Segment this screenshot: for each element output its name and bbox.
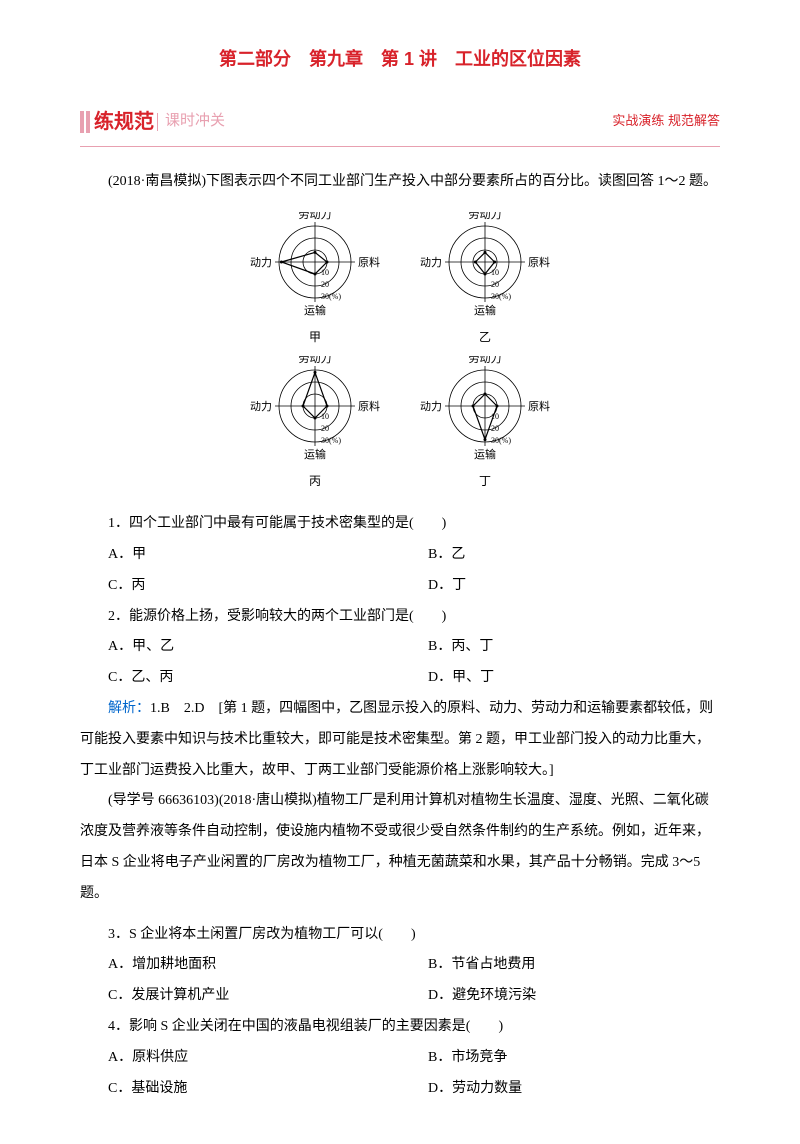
q2-option-b: B．丙、丁: [400, 632, 720, 663]
analysis-text: 1.B 2.D [第 1 题，四幅图中，乙图显示投入的原料、动力、劳动力和运输要…: [80, 701, 713, 778]
svg-text:劳动力: 劳动力: [469, 212, 502, 221]
chart-ding: 劳动力 原料 运输 动力 10 20 30(%) 丁: [420, 356, 550, 494]
q2-option-a: A．甲、乙: [80, 632, 400, 663]
question-4-options: A．原料供应 B．市场竞争 C．基础设施 D．劳动力数量: [80, 1043, 720, 1105]
chart-label-bing: 丙: [309, 468, 321, 494]
svg-text:30(%): 30(%): [491, 436, 511, 445]
svg-text:运输: 运输: [474, 447, 496, 461]
divider: [157, 113, 158, 131]
svg-text:20: 20: [491, 280, 499, 289]
q4-option-b: B．市场竞争: [400, 1043, 720, 1074]
chart-label-jia: 甲: [309, 324, 321, 350]
charts-row-2: 劳动力 原料 运输 动力 10 20 30(%) 丙: [80, 356, 720, 494]
radar-chart-jia: 劳动力 原料 运输 动力 10 20 30(%): [250, 212, 380, 322]
svg-text:30(%): 30(%): [491, 292, 511, 301]
intro-text-2: (导学号 66636103)(2018·唐山模拟)植物工厂是利用计算机对植物生长…: [80, 786, 720, 909]
chart-jia: 劳动力 原料 运输 动力 10 20 30(%) 甲: [250, 212, 380, 350]
q1-option-a: A．甲: [80, 540, 400, 571]
q4-option-a: A．原料供应: [80, 1043, 400, 1074]
question-3-options: A．增加耕地面积 B．节省占地费用 C．发展计算机产业 D．避免环境污染: [80, 950, 720, 1012]
q3-option-d: D．避免环境污染: [400, 981, 720, 1012]
q3-option-c: C．发展计算机产业: [80, 981, 400, 1012]
question-2-options: A．甲、乙 B．丙、丁 C．乙、丙 D．甲、丁: [80, 632, 720, 694]
svg-text:动力: 动力: [420, 400, 442, 413]
svg-text:原料: 原料: [358, 255, 380, 269]
radar-chart-ding: 劳动力 原料 运输 动力 10 20 30(%): [420, 356, 550, 466]
question-1-options: A．甲 B．乙 C．丙 D．丁: [80, 540, 720, 602]
section-right-text: 实战演练 规范解答: [612, 107, 720, 136]
svg-text:劳动力: 劳动力: [469, 356, 502, 365]
svg-text:运输: 运输: [474, 303, 496, 317]
question-2: 2．能源价格上扬，受影响较大的两个工业部门是( ): [80, 602, 720, 633]
question-4: 4．影响 S 企业关闭在中国的液晶电视组装厂的主要因素是( ): [80, 1012, 720, 1043]
svg-text:劳动力: 劳动力: [299, 212, 332, 221]
q1-option-c: C．丙: [80, 571, 400, 602]
svg-text:10: 10: [491, 268, 499, 277]
intro-text-1: (2018·南昌模拟)下图表示四个不同工业部门生产投入中部分要素所占的百分比。读…: [80, 167, 720, 198]
svg-text:20: 20: [321, 424, 329, 433]
section-header: 练规范 课时冲关 实战演练 规范解答: [80, 100, 720, 147]
q4-option-c: C．基础设施: [80, 1074, 400, 1105]
q3-option-b: B．节省占地费用: [400, 950, 720, 981]
analysis-1: 解析：1.B 2.D [第 1 题，四幅图中，乙图显示投入的原料、动力、劳动力和…: [80, 694, 720, 786]
section-title: 练规范: [94, 100, 154, 144]
radar-chart-bing: 劳动力 原料 运输 动力 10 20 30(%): [250, 356, 380, 466]
charts-row-1: 劳动力 原料 运输 动力 10 20 30(%) 甲: [80, 212, 720, 350]
radar-chart-yi: 劳动力 原料 运输 动力 10 20 30(%): [420, 212, 550, 322]
svg-text:30(%): 30(%): [321, 436, 341, 445]
q3-option-a: A．增加耕地面积: [80, 950, 400, 981]
section-subtitle: 课时冲关: [165, 105, 225, 138]
chart-yi: 劳动力 原料 运输 动力 10 20 30(%) 乙: [420, 212, 550, 350]
svg-text:运输: 运输: [304, 447, 326, 461]
svg-text:10: 10: [321, 268, 329, 277]
chart-bing: 劳动力 原料 运输 动力 10 20 30(%) 丙: [250, 356, 380, 494]
svg-text:原料: 原料: [358, 399, 380, 413]
svg-text:原料: 原料: [528, 255, 550, 269]
analysis-label: 解析：: [108, 701, 150, 716]
svg-text:原料: 原料: [528, 399, 550, 413]
svg-text:动力: 动力: [250, 400, 272, 413]
svg-text:20: 20: [491, 424, 499, 433]
chart-label-ding: 丁: [479, 468, 491, 494]
chart-label-yi: 乙: [479, 324, 491, 350]
svg-text:20: 20: [321, 280, 329, 289]
radar-charts-container: 劳动力 原料 运输 动力 10 20 30(%) 甲: [80, 212, 720, 494]
q4-option-d: D．劳动力数量: [400, 1074, 720, 1105]
page-title: 第二部分 第九章 第 1 讲 工业的区位因素: [80, 40, 720, 80]
svg-text:劳动力: 劳动力: [299, 356, 332, 365]
svg-text:30(%): 30(%): [321, 292, 341, 301]
question-1: 1．四个工业部门中最有可能属于技术密集型的是( ): [80, 509, 720, 540]
svg-text:动力: 动力: [420, 256, 442, 269]
svg-text:动力: 动力: [250, 256, 272, 269]
section-left: 练规范 课时冲关: [80, 100, 225, 144]
q1-option-b: B．乙: [400, 540, 720, 571]
q2-option-c: C．乙、丙: [80, 663, 400, 694]
q2-option-d: D．甲、丁: [400, 663, 720, 694]
question-3: 3．S 企业将本土闲置厂房改为植物工厂可以( ): [80, 920, 720, 951]
svg-text:运输: 运输: [304, 303, 326, 317]
decorative-bars: [80, 111, 90, 133]
q1-option-d: D．丁: [400, 571, 720, 602]
svg-text:10: 10: [321, 412, 329, 421]
svg-text:10: 10: [491, 412, 499, 421]
